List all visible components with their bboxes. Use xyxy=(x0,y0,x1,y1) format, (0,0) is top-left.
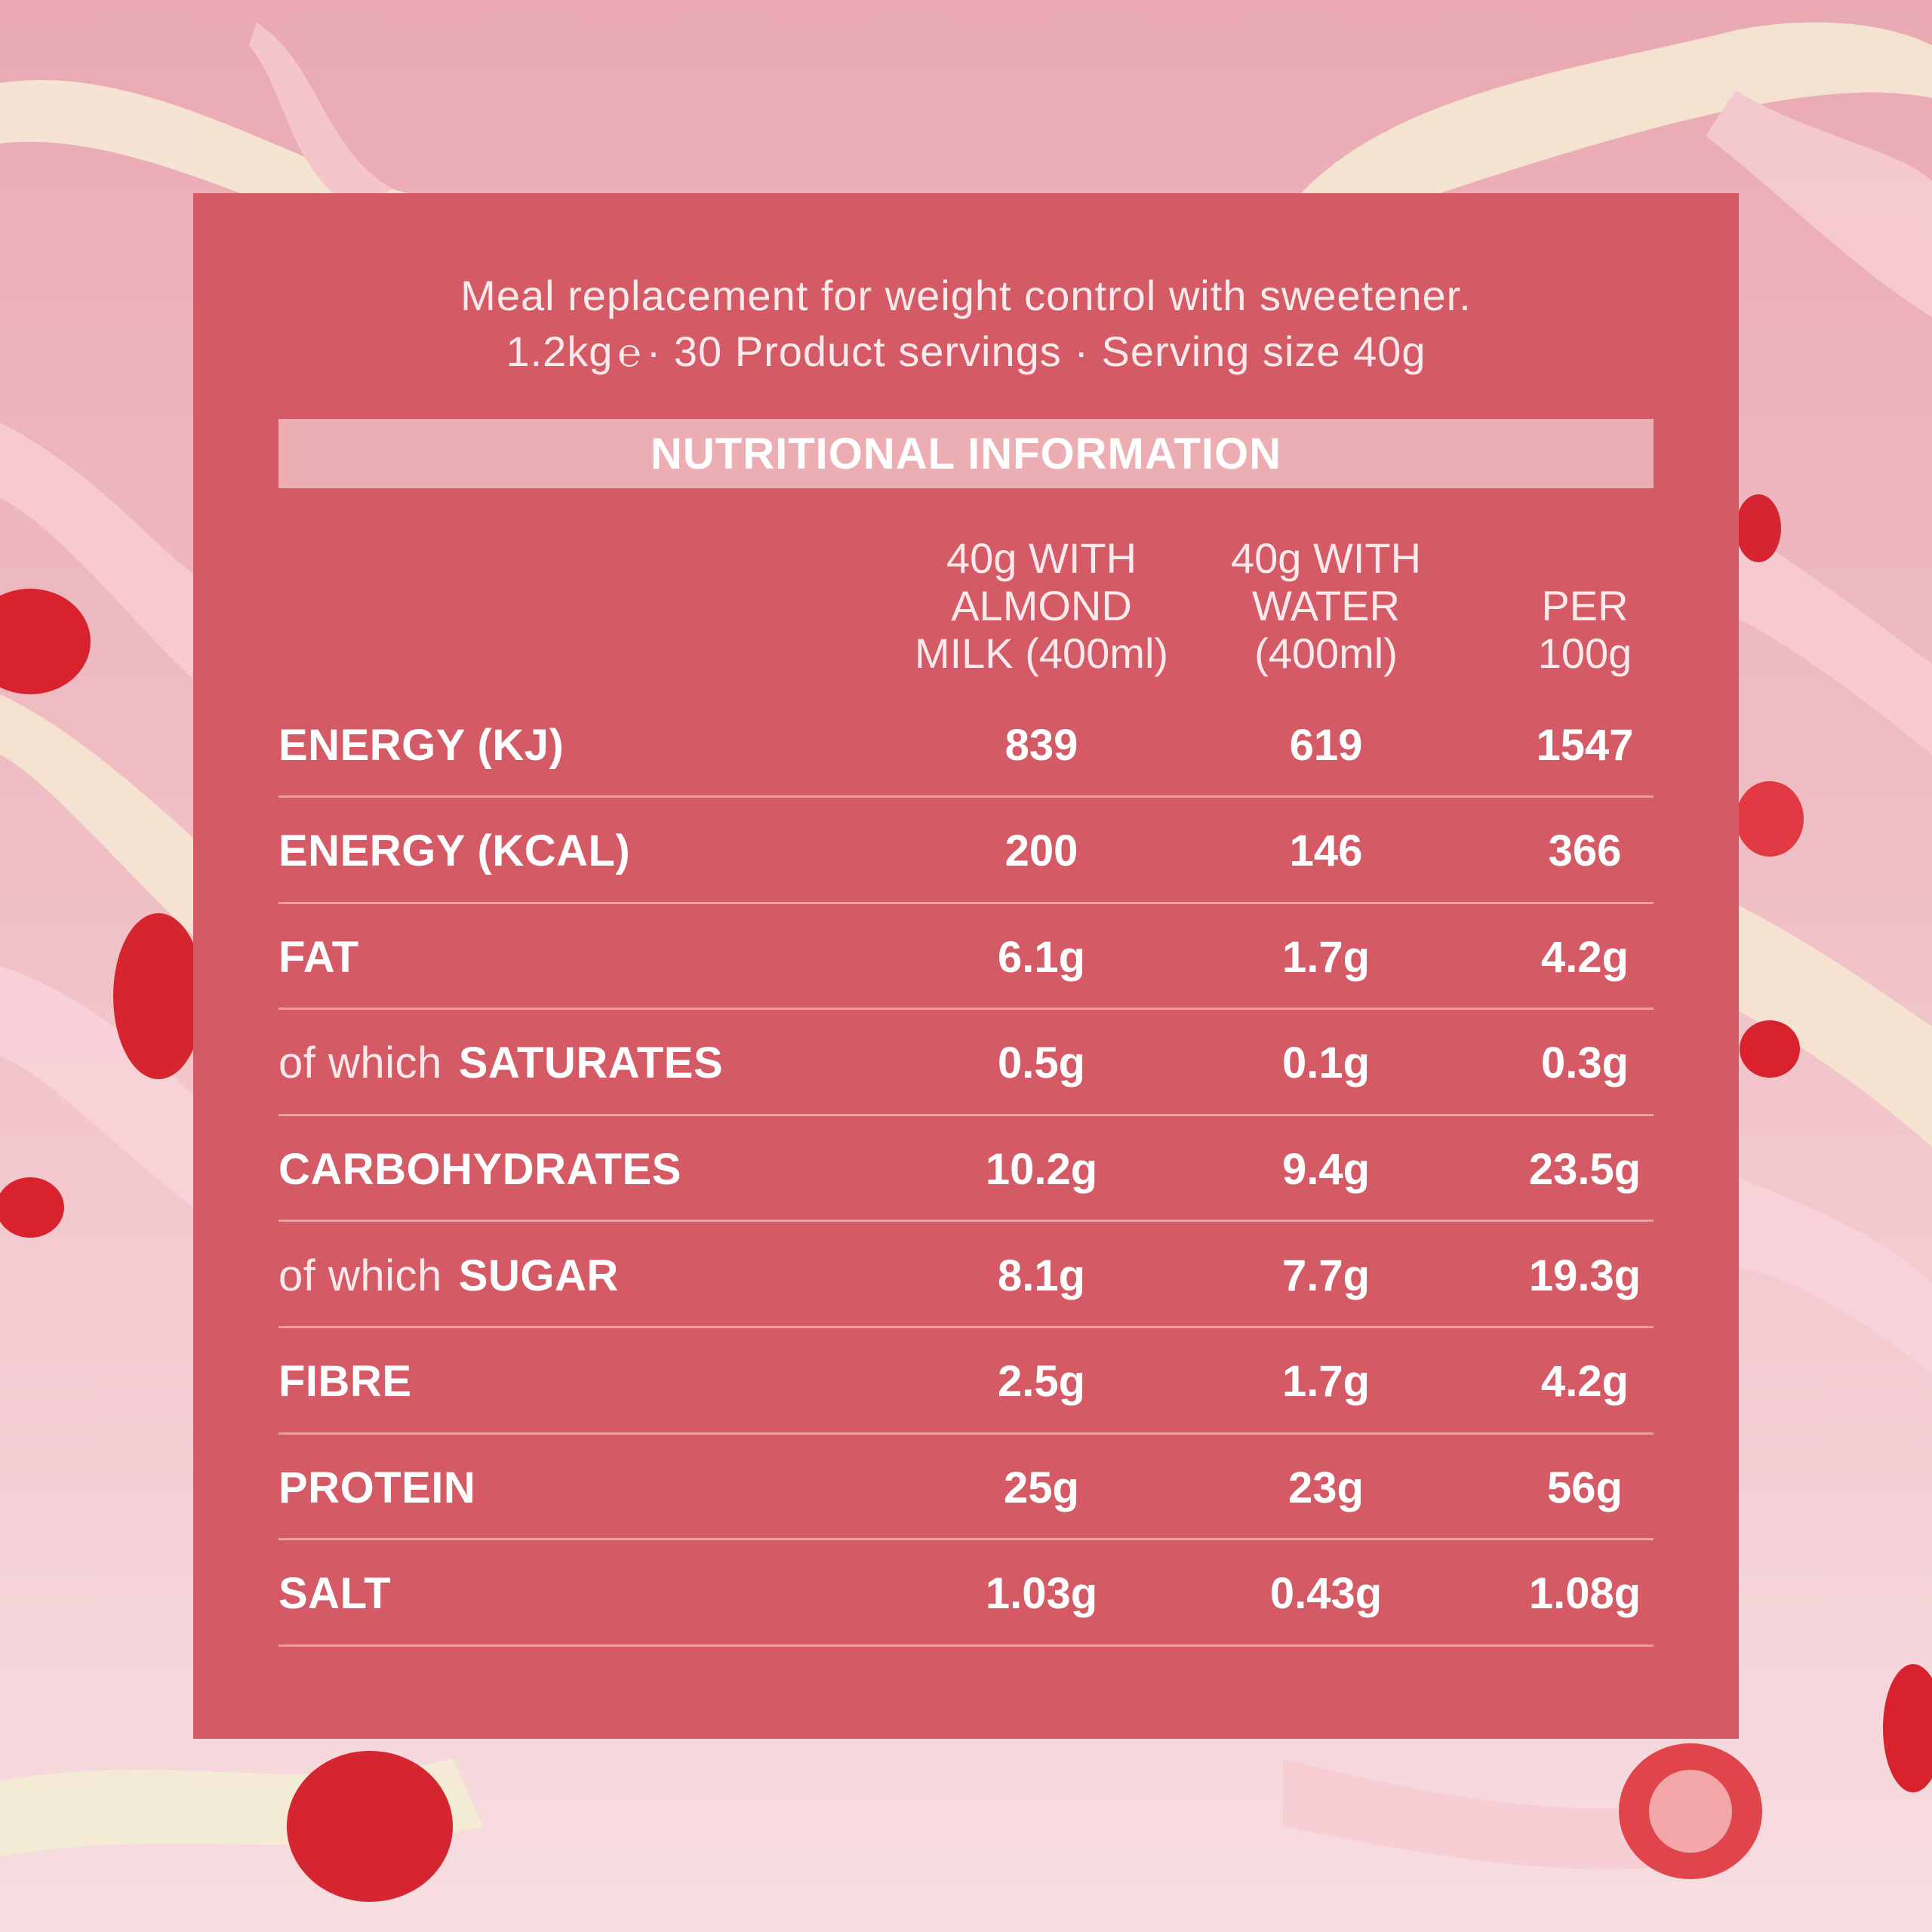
row-label-text: PROTEIN xyxy=(278,1463,476,1512)
table-cell: 10.2g xyxy=(985,1144,1098,1194)
table-cell: 1.03g xyxy=(985,1569,1098,1619)
table-cell: 619 xyxy=(1289,720,1363,770)
table-cell: 0.43g xyxy=(1269,1569,1383,1619)
table-cell: 839 xyxy=(1004,720,1078,770)
row-label-prefix: of which xyxy=(278,1038,442,1088)
strawberry-decoration xyxy=(0,494,1932,1902)
table-cell: 4.2g xyxy=(1540,932,1629,982)
row-label-text: ENERGY (KJ) xyxy=(278,720,565,770)
column-header-almond-milk: 40g WITH ALMOND MILK (400ml) xyxy=(914,534,1169,677)
table-cell: 6.1g xyxy=(997,932,1086,982)
table-row: FIBRE 2.5g 1.7g 4.2g xyxy=(278,1329,1654,1435)
table-cell: 1547 xyxy=(1536,720,1634,770)
column-header-per-100g: PER 100g xyxy=(1537,582,1632,677)
table-row: ENERGY (KJ) 839 619 1547 xyxy=(278,692,1654,798)
row-label-text: ENERGY (KCAL) xyxy=(278,826,631,876)
estimated-e-mark-icon: ℮ xyxy=(617,331,642,375)
row-label: PROTEIN xyxy=(278,1435,475,1540)
description-line-2: 1.2kg ℮ · 30 Product servings · Serving si… xyxy=(0,324,1932,380)
row-label: SALT xyxy=(278,1541,391,1647)
table-row: of which SUGAR 8.1g 7.7g 19.3g xyxy=(278,1223,1654,1328)
row-label-text: SALT xyxy=(278,1569,392,1619)
table-row: of which SATURATES 0.5g 0.1g 0.3g xyxy=(278,1011,1654,1116)
table-cell: 0.5g xyxy=(997,1038,1086,1088)
table-cell: 9.4g xyxy=(1281,1144,1371,1194)
table-cell: 146 xyxy=(1289,826,1363,876)
table-cell: 1.7g xyxy=(1281,1357,1371,1407)
net-weight: 1.2kg xyxy=(506,328,614,375)
table-cell: 0.3g xyxy=(1540,1038,1629,1088)
row-label: ENERGY (KCAL) xyxy=(278,798,630,904)
servings-info: · 30 Product servings · Serving size 40g xyxy=(646,328,1426,375)
table-row: FAT 6.1g 1.7g 4.2g xyxy=(278,904,1654,1011)
row-label: FIBRE xyxy=(278,1329,412,1435)
table-cell: 2.5g xyxy=(997,1357,1086,1407)
row-label-text: CARBOHYDRATES xyxy=(278,1144,681,1194)
row-label: ENERGY (KJ) xyxy=(278,692,564,798)
column-header-water: 40g WITH WATER (400ml) xyxy=(1230,534,1422,677)
table-cell: 56g xyxy=(1547,1463,1623,1512)
table-cell: 1.08g xyxy=(1528,1569,1641,1619)
table-cell: 7.7g xyxy=(1281,1251,1371,1300)
table-row: PROTEIN 25g 23g 56g xyxy=(278,1435,1654,1541)
row-label: CARBOHYDRATES xyxy=(278,1116,681,1222)
table-cell: 19.3g xyxy=(1528,1251,1641,1300)
row-label: of which SUGAR xyxy=(278,1223,619,1328)
table-cell: 23g xyxy=(1288,1463,1364,1512)
row-label: of which SATURATES xyxy=(278,1011,723,1116)
table-cell: 4.2g xyxy=(1540,1357,1629,1407)
description-line-1: Meal replacement for weight control with… xyxy=(460,272,1472,319)
product-description: Meal replacement for weight control with… xyxy=(0,268,1932,380)
table-row: CARBOHYDRATES 10.2g 9.4g 23.5g xyxy=(278,1116,1654,1223)
table-cell: 25g xyxy=(1004,1463,1079,1512)
row-label-text: FAT xyxy=(278,932,359,982)
row-label-text: SUGAR xyxy=(458,1251,619,1300)
table-cell: 8.1g xyxy=(997,1251,1086,1300)
table-title: NUTRITIONAL INFORMATION xyxy=(278,419,1654,488)
table-row: SALT 1.03g 0.43g 1.08g xyxy=(278,1541,1654,1647)
row-label-text: FIBRE xyxy=(278,1357,412,1407)
row-label-prefix: of which xyxy=(278,1251,442,1300)
table-cell: 366 xyxy=(1548,826,1622,876)
table-cell: 0.1g xyxy=(1281,1038,1371,1088)
row-label-text: SATURATES xyxy=(458,1038,724,1088)
table-cell: 200 xyxy=(1004,826,1078,876)
table-row: ENERGY (KCAL) 200 146 366 xyxy=(278,798,1654,904)
table-cell: 1.7g xyxy=(1281,932,1371,982)
table-cell: 23.5g xyxy=(1528,1144,1641,1194)
row-label: FAT xyxy=(278,904,359,1010)
